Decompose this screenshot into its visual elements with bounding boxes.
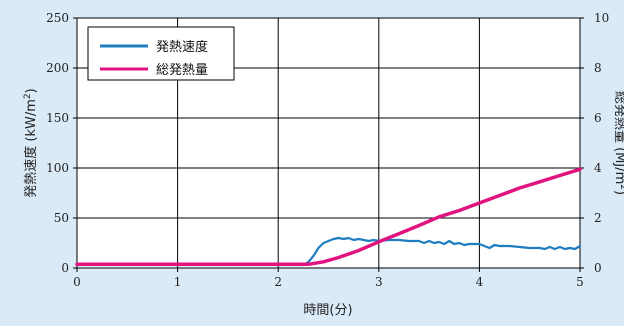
y-tick-label-left: 0 — [61, 261, 69, 275]
legend-label-total-heat-release: 総発熱量 — [156, 63, 208, 78]
y-tick-label-left: 100 — [46, 161, 69, 175]
y-tick-label-right: 0 — [594, 261, 602, 275]
x-tick-label: 1 — [174, 275, 182, 289]
y-axis-label-left-close: ) — [24, 88, 39, 93]
y-tick-label-left: 200 — [46, 61, 69, 75]
y-tick-label-right: 10 — [594, 11, 609, 25]
series-lines — [75, 167, 582, 267]
y-tick-label-right: 2 — [594, 211, 602, 225]
y-tick-label-right: 4 — [594, 161, 602, 175]
x-axis-label: 時間(分) — [303, 303, 352, 318]
y-axis-label-right-sup: 2 — [618, 184, 624, 190]
y-axis-label-right: 総発熱量 (MJ/m2) — [612, 91, 624, 195]
y-tick-label-right: 6 — [594, 111, 602, 125]
x-tick-label: 4 — [476, 275, 484, 289]
legend-label-heat-release-rate: 発熱速度 — [156, 39, 208, 55]
y-tick-label-right: 8 — [594, 61, 602, 75]
legend: 発熱速度 総発熱量 — [87, 26, 235, 81]
y-tick-label-left: 250 — [46, 11, 69, 25]
y-tick-label-left: 150 — [46, 111, 69, 125]
y-axis-label-left-sup: 2 — [23, 93, 33, 99]
series-line-total-heat-release — [75, 167, 582, 267]
x-tick-label: 2 — [274, 275, 282, 289]
y-axis-label-right-text: 総発熱量 (MJ/m — [612, 91, 624, 184]
y-tick-label-left: 50 — [54, 211, 69, 225]
series-line-heat-release-rate — [75, 236, 582, 267]
legend-box — [87, 26, 235, 81]
y-axis-label-right-close: ) — [612, 190, 624, 195]
y-axis-label-left-text: 発熱速度 (kW/m — [23, 99, 39, 198]
x-tick-label: 0 — [73, 275, 81, 289]
x-tick-label: 3 — [375, 275, 383, 289]
y-axis-label-left: 発熱速度 (kW/m2) — [23, 88, 39, 197]
x-tick-label: 5 — [576, 275, 584, 289]
